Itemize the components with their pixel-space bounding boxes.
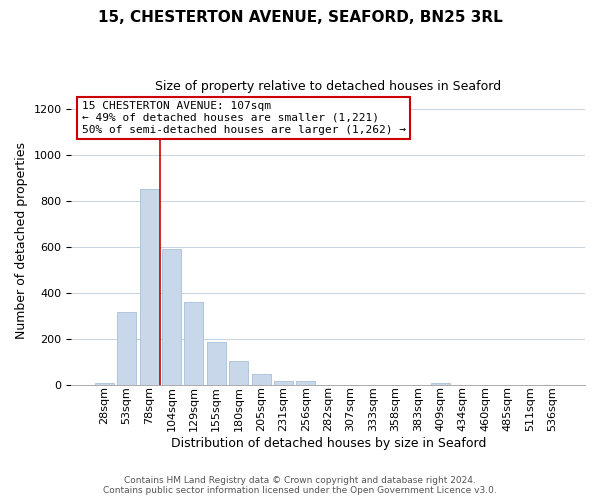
Bar [184, 302, 203, 385]
X-axis label: Distribution of detached houses by size in Seaford: Distribution of detached houses by size … [170, 437, 486, 450]
Bar [162, 249, 181, 385]
Bar [296, 381, 316, 385]
Bar [207, 342, 226, 385]
Bar [140, 188, 158, 385]
Bar [251, 374, 271, 385]
Text: 15 CHESTERTON AVENUE: 107sqm
← 49% of detached houses are smaller (1,221)
50% of: 15 CHESTERTON AVENUE: 107sqm ← 49% of de… [82, 102, 406, 134]
Bar [117, 312, 136, 385]
Bar [229, 362, 248, 385]
Bar [274, 381, 293, 385]
Bar [431, 382, 449, 385]
Title: Size of property relative to detached houses in Seaford: Size of property relative to detached ho… [155, 80, 501, 93]
Bar [95, 382, 114, 385]
Y-axis label: Number of detached properties: Number of detached properties [15, 142, 28, 338]
Text: Contains HM Land Registry data © Crown copyright and database right 2024.
Contai: Contains HM Land Registry data © Crown c… [103, 476, 497, 495]
Text: 15, CHESTERTON AVENUE, SEAFORD, BN25 3RL: 15, CHESTERTON AVENUE, SEAFORD, BN25 3RL [98, 10, 502, 25]
